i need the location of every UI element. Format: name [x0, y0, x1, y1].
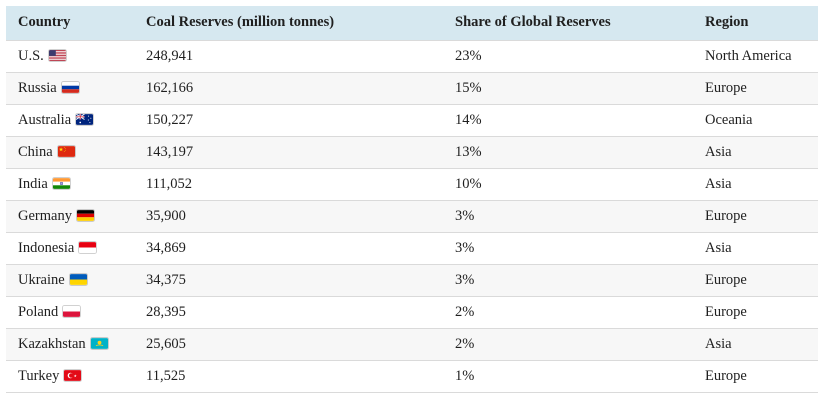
table-row: India 111,052 10% Asia [6, 168, 818, 201]
table-row: China 143,197 13% Asia [6, 136, 818, 169]
share-cell: 2% [443, 296, 693, 329]
country-cell: Australia [6, 104, 134, 137]
de-flag-icon [76, 209, 94, 221]
table-row: Russia 162,166 15% Europe [6, 72, 818, 105]
reserves-cell: 150,227 [134, 104, 443, 137]
table-row: Germany 35,900 3% Europe [6, 200, 818, 233]
au-flag-icon [76, 113, 94, 125]
country-cell: Indonesia [6, 232, 134, 265]
region-cell: Asia [693, 168, 818, 201]
region-cell: Asia [693, 328, 818, 361]
share-cell: 3% [443, 264, 693, 297]
country-cell: U.S. [6, 40, 134, 73]
column-header-region: Region [693, 6, 818, 41]
country-cell: Poland [6, 296, 134, 329]
reserves-cell: 25,605 [134, 328, 443, 361]
table-row: Kazakhstan 25,605 2% Asia [6, 328, 818, 361]
country-cell: Germany [6, 200, 134, 233]
column-header-reserves: Coal Reserves (million tonnes) [134, 6, 443, 41]
table-row: Indonesia 34,869 3% Asia [6, 232, 818, 265]
country-cell: Ukraine [6, 264, 134, 297]
header-row: Country Coal Reserves (million tonnes) S… [6, 6, 818, 41]
country-label: Australia [18, 111, 72, 128]
reserves-cell: 28,395 [134, 296, 443, 329]
country-label: India [18, 175, 48, 192]
region-cell: North America [693, 40, 818, 73]
country-label: Germany [18, 207, 72, 224]
table-row: Ukraine 34,375 3% Europe [6, 264, 818, 297]
share-cell: 3% [443, 232, 693, 265]
table-row: Australia 150,227 14% Oceania [6, 104, 818, 137]
share-cell: 3% [443, 200, 693, 233]
country-cell: India [6, 168, 134, 201]
country-label: Indonesia [18, 239, 75, 256]
pl-flag-icon [63, 305, 81, 317]
in-flag-icon [52, 177, 70, 189]
region-cell: Asia [693, 136, 818, 169]
kz-flag-icon [90, 337, 108, 349]
reserves-cell: 11,525 [134, 360, 443, 393]
country-label: U.S. [18, 47, 44, 64]
country-label: Turkey [18, 367, 60, 384]
us-flag-icon [48, 49, 66, 61]
country-label: Poland [18, 303, 59, 320]
share-cell: 2% [443, 328, 693, 361]
table-row: Poland 28,395 2% Europe [6, 296, 818, 329]
share-cell: 13% [443, 136, 693, 169]
country-label: Ukraine [18, 271, 65, 288]
reserves-cell: 248,941 [134, 40, 443, 73]
table-row: U.S. 248,941 23% North America [6, 40, 818, 73]
country-cell: China [6, 136, 134, 169]
region-cell: Europe [693, 72, 818, 105]
column-header-country: Country [6, 6, 134, 41]
table-body: U.S. 248,941 23% North America Russia 162,166… [6, 40, 818, 393]
table-row: Turkey 11,525 1% Europe [6, 360, 818, 393]
ua-flag-icon [69, 273, 87, 285]
region-cell: Asia [693, 232, 818, 265]
reserves-cell: 162,166 [134, 72, 443, 105]
share-cell: 15% [443, 72, 693, 105]
reserves-cell: 34,869 [134, 232, 443, 265]
tr-flag-icon [64, 369, 82, 381]
table-header: Country Coal Reserves (million tonnes) S… [6, 6, 818, 41]
region-cell: Oceania [693, 104, 818, 137]
country-label: Kazakhstan [18, 335, 86, 352]
share-cell: 14% [443, 104, 693, 137]
country-cell: Russia [6, 72, 134, 105]
region-cell: Europe [693, 360, 818, 393]
region-cell: Europe [693, 296, 818, 329]
region-cell: Europe [693, 264, 818, 297]
country-label: China [18, 143, 53, 160]
country-cell: Turkey [6, 360, 134, 393]
country-cell: Kazakhstan [6, 328, 134, 361]
cn-flag-icon [57, 145, 75, 157]
id-flag-icon [79, 241, 97, 253]
share-cell: 23% [443, 40, 693, 73]
reserves-cell: 34,375 [134, 264, 443, 297]
reserves-cell: 35,900 [134, 200, 443, 233]
country-label: Russia [18, 79, 57, 96]
reserves-cell: 111,052 [134, 168, 443, 201]
share-cell: 1% [443, 360, 693, 393]
ru-flag-icon [61, 81, 79, 93]
column-header-share: Share of Global Reserves [443, 6, 693, 41]
coal-reserves-table: Country Coal Reserves (million tonnes) S… [6, 6, 818, 393]
region-cell: Europe [693, 200, 818, 233]
share-cell: 10% [443, 168, 693, 201]
reserves-cell: 143,197 [134, 136, 443, 169]
